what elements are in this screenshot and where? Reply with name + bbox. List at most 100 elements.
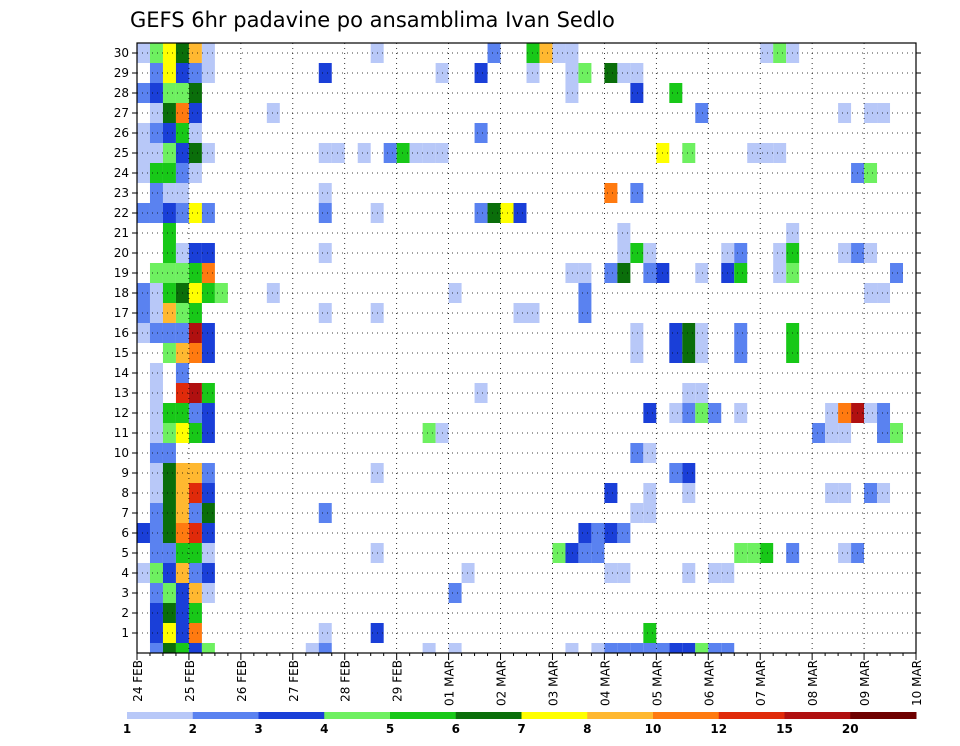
heatmap-cell xyxy=(630,503,644,523)
heatmap-cell xyxy=(162,123,176,143)
heatmap-cell xyxy=(760,143,774,163)
heatmap-cell xyxy=(630,643,644,653)
heatmap-cell xyxy=(695,383,709,403)
colorbar-segment xyxy=(718,712,785,719)
heatmap-cell xyxy=(188,243,202,263)
heatmap-cell xyxy=(604,483,618,503)
heatmap-cell xyxy=(643,643,657,653)
heatmap-cell xyxy=(137,323,150,343)
y-tick-label: 12 xyxy=(114,406,129,420)
heatmap-cell xyxy=(214,283,228,303)
heatmap-cell xyxy=(656,643,670,653)
heatmap-cell xyxy=(604,563,618,583)
heatmap-cell xyxy=(552,543,566,563)
heatmap-cell xyxy=(604,63,618,83)
heatmap-cell xyxy=(864,243,878,263)
y-tick-label: 8 xyxy=(121,486,129,500)
heatmap-cell xyxy=(137,143,150,163)
heatmap-cell xyxy=(617,263,631,283)
heatmap-cell xyxy=(149,583,163,603)
y-tick-label: 7 xyxy=(121,506,129,520)
heatmap-cell xyxy=(474,203,488,223)
colorbar-label: 20 xyxy=(842,722,859,736)
heatmap-cell xyxy=(630,243,644,263)
heatmap-cell xyxy=(201,383,215,403)
heatmap-cell xyxy=(578,303,592,323)
heatmap-cell xyxy=(448,583,462,603)
heatmap-cell xyxy=(318,243,332,263)
heatmap-cell xyxy=(162,263,176,283)
y-tick-label: 5 xyxy=(121,546,129,560)
colorbar-segment xyxy=(587,712,654,719)
heatmap-cell xyxy=(630,63,644,83)
heatmap-cell xyxy=(162,143,176,163)
heatmap-cell xyxy=(201,43,215,63)
heatmap-cell xyxy=(188,203,202,223)
heatmap-cell xyxy=(617,243,631,263)
y-tick-label: 19 xyxy=(114,266,129,280)
heatmap-cell xyxy=(266,103,280,123)
x-tick-label: 10 MAR xyxy=(910,660,924,706)
heatmap-cell xyxy=(695,263,709,283)
heatmap-cell xyxy=(188,623,202,643)
heatmap-cell xyxy=(188,103,202,123)
heatmap-cell xyxy=(864,103,878,123)
heatmap-cell xyxy=(162,283,176,303)
heatmap-cell xyxy=(149,43,163,63)
heatmap-cell xyxy=(630,83,644,103)
heatmap-cell xyxy=(162,543,176,563)
heatmap-cell xyxy=(565,263,579,283)
heatmap-cell xyxy=(266,283,280,303)
heatmap-cell xyxy=(552,43,566,63)
y-tick-label: 24 xyxy=(114,166,129,180)
heatmap-cell xyxy=(137,83,150,103)
heatmap-cell xyxy=(604,643,618,653)
heatmap-cell xyxy=(188,263,202,283)
y-tick-label: 15 xyxy=(114,346,129,360)
heatmap-cell xyxy=(162,423,176,443)
heatmap-cell xyxy=(617,563,631,583)
y-tick-label: 26 xyxy=(114,126,129,140)
heatmap-cell xyxy=(669,463,683,483)
colorbar-segment xyxy=(784,712,851,719)
heatmap-cell xyxy=(838,543,852,563)
heatmap-cell xyxy=(461,563,475,583)
heatmap-cell xyxy=(162,83,176,103)
heatmap-cell xyxy=(162,643,176,653)
heatmap-cell xyxy=(149,323,163,343)
x-tick-label: 05 MAR xyxy=(650,660,664,706)
heatmap-cell xyxy=(201,263,215,283)
heatmap-cell xyxy=(630,343,644,363)
heatmap-cell xyxy=(201,203,215,223)
heatmap-cell xyxy=(162,463,176,483)
heatmap-cell xyxy=(137,43,150,63)
heatmap-cell xyxy=(149,283,163,303)
heatmap-cell xyxy=(188,143,202,163)
heatmap-cell xyxy=(149,403,163,423)
y-tick-label: 11 xyxy=(114,426,129,440)
heatmap-cell xyxy=(318,643,332,653)
heatmap-cell xyxy=(162,303,176,323)
heatmap-cell xyxy=(877,103,891,123)
heatmap-cell xyxy=(331,143,345,163)
heatmap-cell xyxy=(149,643,163,653)
heatmap-cell xyxy=(149,363,163,383)
heatmap-cell xyxy=(201,563,215,583)
x-tick-label: 27 FEB xyxy=(287,660,301,702)
heatmap-cell xyxy=(188,383,202,403)
heatmap-cell xyxy=(188,503,202,523)
colorbar-label: 5 xyxy=(386,722,394,736)
y-tick-label: 10 xyxy=(114,446,129,460)
heatmap-cell xyxy=(578,283,592,303)
heatmap-cell xyxy=(643,483,657,503)
heatmap-cell xyxy=(188,543,202,563)
heatmap-cell xyxy=(318,503,332,523)
heatmap-cell xyxy=(175,643,189,653)
heatmap-cell xyxy=(643,403,657,423)
y-tick-label: 14 xyxy=(114,366,129,380)
heatmap-cell xyxy=(201,463,215,483)
heatmap-cell xyxy=(760,543,774,563)
heatmap-cell xyxy=(149,123,163,143)
heatmap-cell xyxy=(643,623,657,643)
heatmap-cell xyxy=(149,443,163,463)
